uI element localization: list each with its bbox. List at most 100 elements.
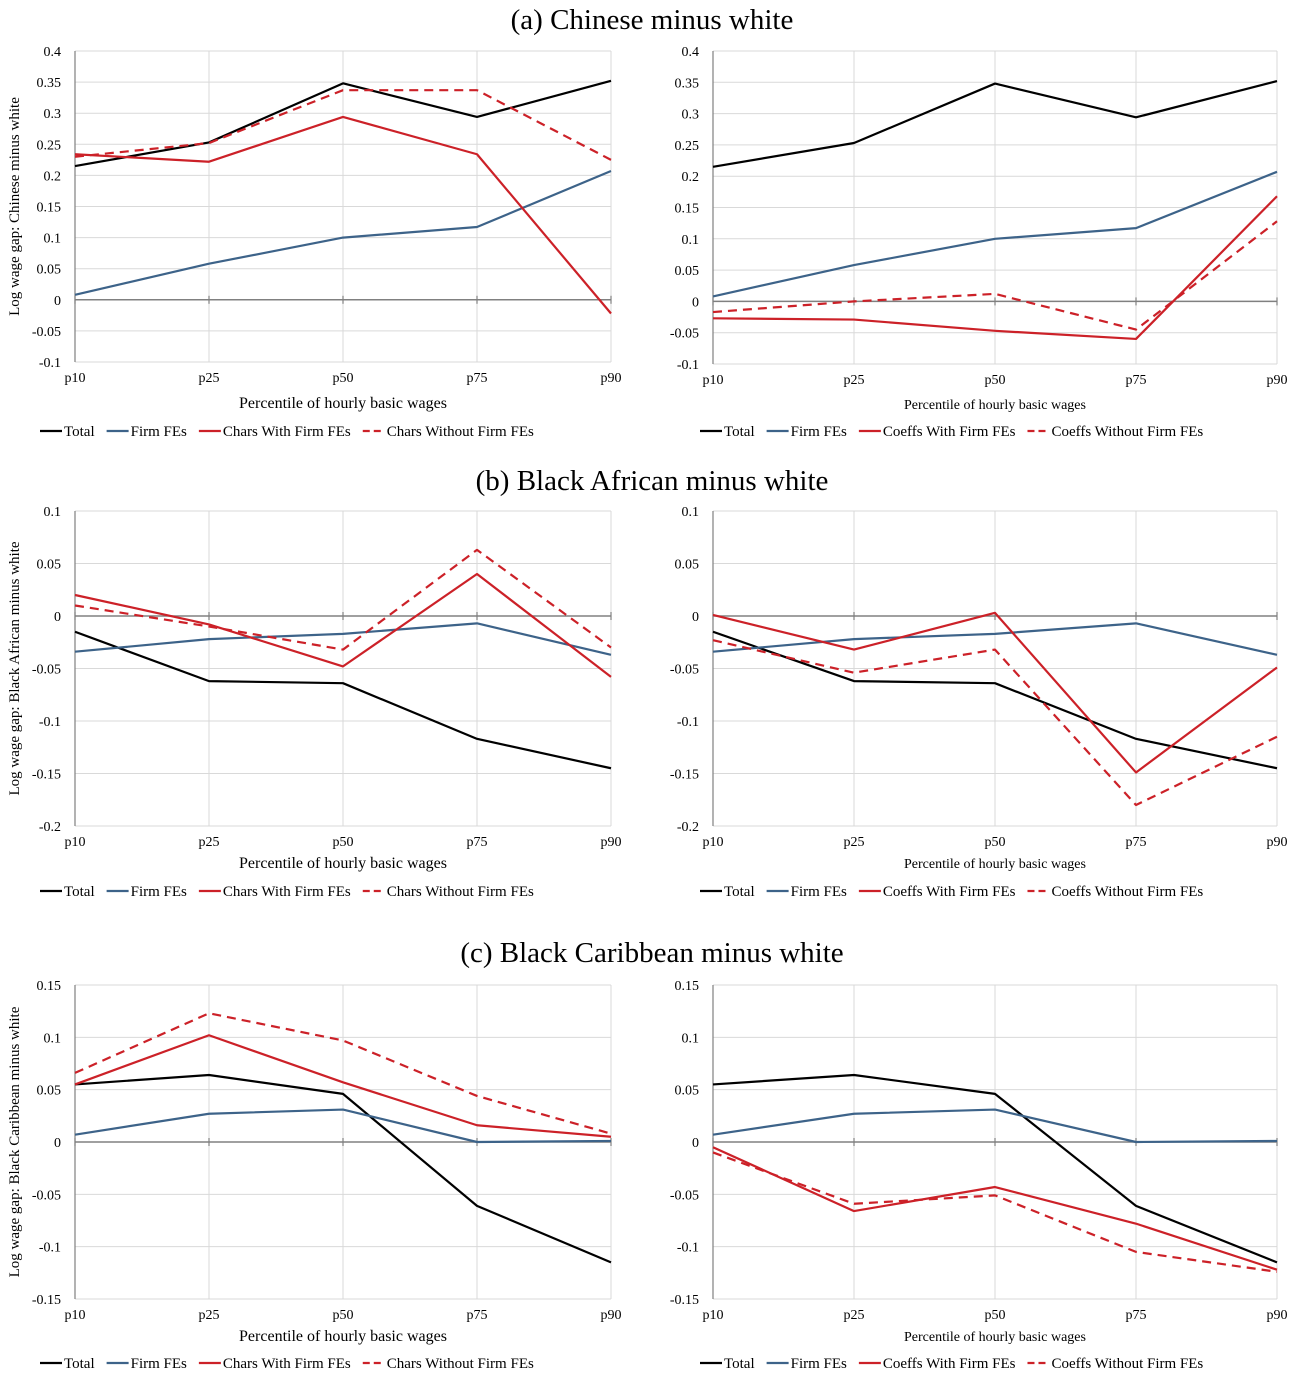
- x-tick-label: p75: [467, 835, 488, 850]
- x-tick-label: p10: [703, 835, 724, 850]
- y-tick-label: -0.15: [670, 768, 699, 783]
- y-axis-label: Log wage gap: Chinese minus white: [7, 97, 23, 316]
- y-tick-label: -0.05: [670, 1188, 699, 1203]
- y-tick-label: 0.1: [44, 1031, 62, 1046]
- legend-label: Firm FEs: [131, 1356, 187, 1372]
- chart-c-left: -0.15 -0.1 -0.05 0 0.05 0.1 0.15 p10 p25 p50 p75 p9…: [7, 979, 622, 1372]
- legend-label: Coeffs With Firm FEs: [883, 424, 1016, 440]
- y-axis-label: Log wage gap: Black African minus white: [7, 541, 23, 795]
- chart-a-right: -0.1 -0.05 0 0.05 0.1 0.15 0.2 0.25 0.3 0.35 0.4 p1…: [670, 45, 1288, 440]
- x-axis-label: Percentile of hourly basic wages: [904, 857, 1086, 872]
- y-tick-label: 0.1: [44, 232, 62, 247]
- legend-label: Coeffs With Firm FEs: [883, 1356, 1016, 1372]
- chart-b-left: -0.2 -0.15 -0.1 -0.05 0 0.05 0.1 p10 p25 p50 p75 p9…: [7, 505, 622, 900]
- x-tick-label: p25: [199, 371, 220, 386]
- x-tick-label: p25: [199, 1308, 220, 1323]
- y-tick-label: 0.1: [44, 505, 62, 520]
- y-tick-label: 0.25: [37, 138, 62, 153]
- y-tick-label: -0.1: [39, 715, 61, 730]
- legend-label: Coeffs Without Firm FEs: [1051, 884, 1203, 900]
- y-tick-label: -0.1: [677, 358, 699, 373]
- x-tick-label: p25: [844, 373, 865, 388]
- x-tick-label: p90: [601, 1308, 622, 1323]
- y-tick-label: -0.05: [32, 325, 61, 340]
- x-tick-label: p10: [703, 1308, 724, 1323]
- x-tick-label: p50: [333, 371, 354, 386]
- legend-label: Chars With Firm FEs: [223, 1356, 351, 1372]
- y-tick-label: 0.2: [44, 169, 62, 184]
- y-tick-label: 0.05: [675, 1084, 700, 1099]
- chart-a-left: -0.1 -0.05 0 0.05 0.1 0.15 0.2 0.25 0.3 0.35 0.4 p1…: [7, 45, 622, 440]
- x-tick-label: p10: [65, 1308, 86, 1323]
- legend-label: Total: [724, 884, 755, 900]
- x-axis-label: Percentile of hourly basic wages: [239, 1328, 447, 1345]
- legend-label: Chars Without Firm FEs: [387, 884, 534, 900]
- y-tick-label: 0: [692, 1136, 699, 1151]
- legend-label: Firm FEs: [131, 884, 187, 900]
- y-tick-label: -0.1: [39, 356, 61, 371]
- x-axis-label: Percentile of hourly basic wages: [904, 1330, 1086, 1345]
- y-tick-label: 0.4: [682, 45, 700, 60]
- y-tick-label: 0.4: [44, 45, 62, 60]
- legend-label: Chars With Firm FEs: [223, 424, 351, 440]
- x-tick-label: p10: [65, 371, 86, 386]
- y-tick-label: 0: [692, 295, 699, 310]
- y-tick-label: 0.25: [675, 139, 700, 154]
- x-tick-label: p50: [333, 835, 354, 850]
- y-tick-label: -0.15: [32, 1293, 61, 1308]
- legend-label: Coeffs With Firm FEs: [883, 884, 1016, 900]
- y-tick-label: -0.15: [670, 1293, 699, 1308]
- x-tick-label: p75: [1126, 373, 1147, 388]
- y-tick-label: 0.15: [37, 979, 62, 994]
- y-tick-label: 0: [54, 1136, 61, 1151]
- legend-label: Firm FEs: [131, 424, 187, 440]
- section-title-a: (a) Chinese minus white: [510, 4, 794, 36]
- x-axis-label: Percentile of hourly basic wages: [239, 395, 447, 412]
- y-tick-label: 0.15: [675, 979, 700, 994]
- x-tick-label: p50: [985, 373, 1006, 388]
- legend-label: Total: [64, 884, 95, 900]
- legend-label: Coeffs Without Firm FEs: [1051, 1356, 1203, 1372]
- y-tick-label: 0: [54, 294, 61, 309]
- y-tick-label: -0.1: [677, 715, 699, 730]
- y-tick-label: -0.15: [32, 768, 61, 783]
- x-tick-label: p25: [844, 835, 865, 850]
- y-tick-label: 0: [54, 610, 61, 625]
- legend-label: Coeffs Without Firm FEs: [1051, 424, 1203, 440]
- x-tick-label: p50: [985, 835, 1006, 850]
- y-tick-label: 0: [692, 610, 699, 625]
- y-tick-label: 0.05: [37, 263, 62, 278]
- y-tick-label: -0.2: [677, 820, 699, 835]
- x-tick-label: p75: [1126, 835, 1147, 850]
- series-line-chars-without-firm-fes: [74, 1012, 612, 1135]
- y-tick-label: 0.15: [675, 202, 700, 217]
- legend-label: Total: [64, 1356, 95, 1372]
- y-tick-label: -0.05: [670, 663, 699, 678]
- section-title-c: (c) Black Caribbean minus white: [460, 937, 844, 969]
- x-axis-label: Percentile of hourly basic wages: [904, 398, 1086, 413]
- x-axis-label: Percentile of hourly basic wages: [239, 855, 447, 872]
- y-tick-label: 0.2: [682, 170, 700, 185]
- y-tick-label: -0.05: [32, 1188, 61, 1203]
- y-tick-label: -0.1: [677, 1241, 699, 1256]
- series-line-coeffs-without-firm-fes: [712, 220, 1278, 331]
- y-tick-label: 0.05: [37, 558, 62, 573]
- chart-c-right: -0.15 -0.1 -0.05 0 0.05 0.1 0.15 p10 p25 p50 p75 p9…: [670, 979, 1288, 1372]
- y-tick-label: 0.1: [682, 1031, 700, 1046]
- x-tick-label: p25: [844, 1308, 865, 1323]
- y-tick-label: 0.05: [37, 1084, 62, 1099]
- x-tick-label: p10: [703, 373, 724, 388]
- y-tick-label: 0.15: [37, 201, 62, 216]
- legend-label: Total: [724, 1356, 755, 1372]
- y-tick-label: -0.05: [32, 663, 61, 678]
- y-tick-label: 0.1: [682, 233, 700, 248]
- x-tick-label: p75: [467, 371, 488, 386]
- legend-label: Total: [724, 424, 755, 440]
- legend-label: Chars With Firm FEs: [223, 884, 351, 900]
- y-tick-label: -0.1: [39, 1241, 61, 1256]
- y-tick-label: 0.05: [675, 264, 700, 279]
- x-tick-label: p90: [601, 371, 622, 386]
- x-tick-label: p75: [1126, 1308, 1147, 1323]
- x-tick-label: p90: [1267, 1308, 1288, 1323]
